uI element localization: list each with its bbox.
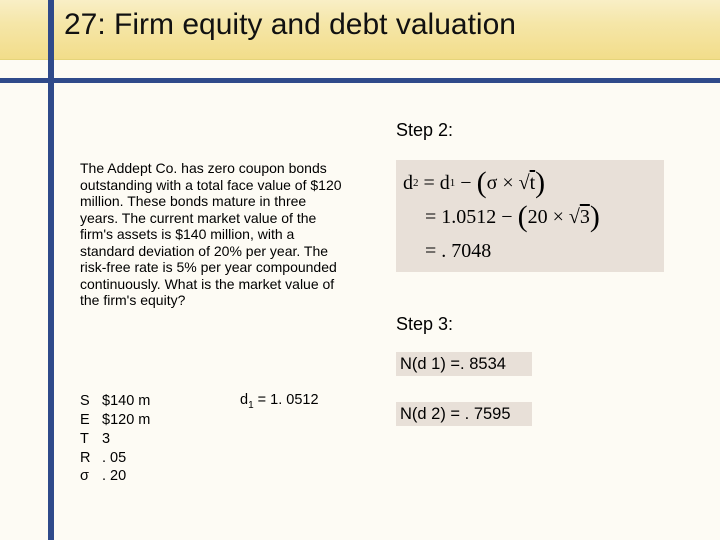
variables-block: S $140 m E $120 m T 3 R . 05 σ . 20: [80, 392, 150, 486]
var-val: $140 m: [102, 392, 150, 411]
d1-value: 1. 0512: [270, 392, 318, 408]
var-sym: S: [80, 392, 102, 411]
var-val: $120 m: [102, 411, 150, 430]
nd2-result: N(d 2) = . 7595: [396, 402, 532, 426]
step3-label: Step 3:: [396, 314, 453, 335]
slide-title: 27: Firm equity and debt valuation: [64, 8, 516, 42]
formula-box: d2 = d1 − ( σ × √t ) = 1.0512 − ( 20 × √…: [396, 160, 664, 272]
var-val: . 20: [102, 467, 126, 486]
horizontal-rule: [0, 78, 720, 83]
var-row-T: T 3: [80, 430, 150, 449]
formula-line-1: d2 = d1 − ( σ × √t ): [403, 166, 657, 200]
var-sym: T: [80, 430, 102, 449]
var-row-R: R . 05: [80, 449, 150, 468]
var-val: . 05: [102, 449, 126, 468]
var-sym: E: [80, 411, 102, 430]
d1-label: d1 = 1. 0512: [240, 392, 319, 411]
nd1-result: N(d 1) =. 8534: [396, 352, 532, 376]
step2-label: Step 2:: [396, 120, 453, 141]
problem-text: The Addept Co. has zero coupon bonds out…: [80, 160, 344, 309]
var-row-sigma: σ . 20: [80, 467, 150, 486]
var-val: 3: [102, 430, 110, 449]
var-sym: σ: [80, 467, 102, 486]
formula-line-3: = . 7048: [403, 234, 657, 268]
var-row-S: S $140 m: [80, 392, 150, 411]
var-row-E: E $120 m: [80, 411, 150, 430]
formula-line-2: = 1.0512 − ( 20 × √3 ): [403, 200, 657, 234]
var-sym: R: [80, 449, 102, 468]
